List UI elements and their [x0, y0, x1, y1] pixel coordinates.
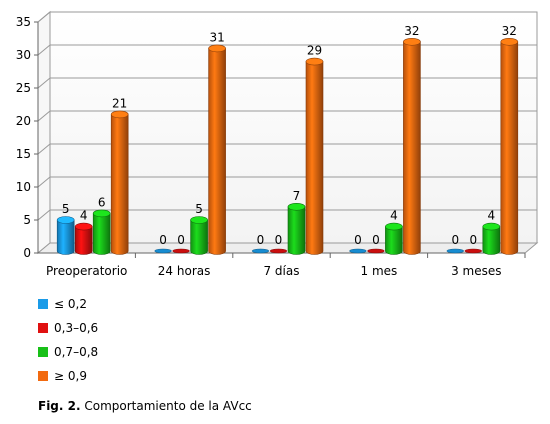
- data-label: 0: [275, 233, 283, 247]
- data-label: 32: [502, 24, 517, 38]
- caption-label: Fig. 2.: [38, 399, 81, 413]
- legend-item: ≤ 0,2: [38, 292, 98, 316]
- figure-caption: Fig. 2. Comportamiento de la AVcc: [38, 399, 252, 413]
- legend-label: ≥ 0,9: [54, 369, 87, 383]
- legend-swatch: [38, 299, 48, 309]
- legend-swatch: [38, 371, 48, 381]
- data-label: 0: [451, 233, 459, 247]
- y-tick-label: 15: [16, 147, 31, 161]
- x-tick-label: 1 mes: [361, 264, 398, 278]
- bar: [305, 57, 324, 255]
- y-tick-label: 30: [16, 48, 31, 62]
- bar: [110, 110, 129, 255]
- data-label: 5: [195, 202, 203, 216]
- data-label: 7: [293, 189, 301, 203]
- bar: [287, 203, 306, 255]
- gridline: [37, 11, 537, 23]
- bar: [482, 222, 501, 255]
- legend-label: 0,7–0,8: [54, 345, 99, 359]
- y-tick-label: 0: [23, 246, 31, 260]
- legend-swatch: [38, 323, 48, 333]
- gridline: [37, 44, 537, 56]
- legend-item: ≥ 0,9: [38, 364, 98, 388]
- data-label: 0: [372, 233, 380, 247]
- data-label: 4: [80, 209, 88, 223]
- data-label: 5: [62, 202, 70, 216]
- bar: [349, 248, 367, 254]
- y-tick-label: 10: [16, 180, 31, 194]
- data-label: 4: [390, 209, 398, 223]
- gridline: [37, 176, 537, 188]
- bars-layer: [56, 37, 519, 255]
- bar: [251, 248, 270, 254]
- legend-swatch: [38, 347, 48, 357]
- x-tick-label: 3 meses: [451, 264, 501, 278]
- bar: [56, 216, 75, 255]
- bar: [500, 37, 519, 255]
- bar: [446, 248, 465, 254]
- legend-label: ≤ 0,2: [54, 297, 87, 311]
- data-label: 0: [257, 233, 265, 247]
- bar: [385, 222, 403, 255]
- y-tick-label: 20: [16, 114, 31, 128]
- y-tick-label: 35: [16, 15, 31, 29]
- bar: [269, 248, 288, 254]
- legend-label: 0,3–0,6: [54, 321, 99, 335]
- data-label: 31: [209, 30, 224, 44]
- bar: [190, 216, 208, 255]
- y-tick-label: 25: [16, 81, 31, 95]
- gridline: [37, 110, 537, 122]
- bar: [208, 44, 226, 255]
- x-tick-label: 7 días: [263, 264, 299, 278]
- legend-item: 0,7–0,8: [38, 340, 98, 364]
- data-label: 32: [404, 24, 419, 38]
- bar: [403, 37, 421, 255]
- data-label: 0: [469, 233, 477, 247]
- legend-item: 0,3–0,6: [38, 316, 98, 340]
- data-label: 4: [487, 209, 495, 223]
- bar: [74, 222, 93, 255]
- gridline: [37, 209, 537, 221]
- gridline: [37, 143, 537, 155]
- data-label: 6: [98, 195, 106, 209]
- data-label: 0: [159, 233, 167, 247]
- bar: [464, 248, 483, 254]
- x-tick-label: Preoperatorio: [46, 264, 127, 278]
- data-label: 0: [177, 233, 185, 247]
- legend: ≤ 0,2 0,3–0,6 0,7–0,8 ≥ 0,9: [38, 292, 98, 388]
- data-label: 0: [354, 233, 362, 247]
- data-label: 29: [307, 44, 322, 58]
- y-tick-label: 5: [23, 213, 31, 227]
- side-wall: [37, 10, 51, 255]
- bar: [154, 248, 172, 254]
- x-tick-label: 24 horas: [158, 264, 211, 278]
- caption-text: Comportamiento de la AVcc: [80, 399, 252, 413]
- gridline: [37, 77, 537, 89]
- bar: [172, 248, 190, 254]
- data-label: 21: [112, 96, 127, 110]
- bar: [92, 209, 111, 255]
- bar: [367, 248, 385, 254]
